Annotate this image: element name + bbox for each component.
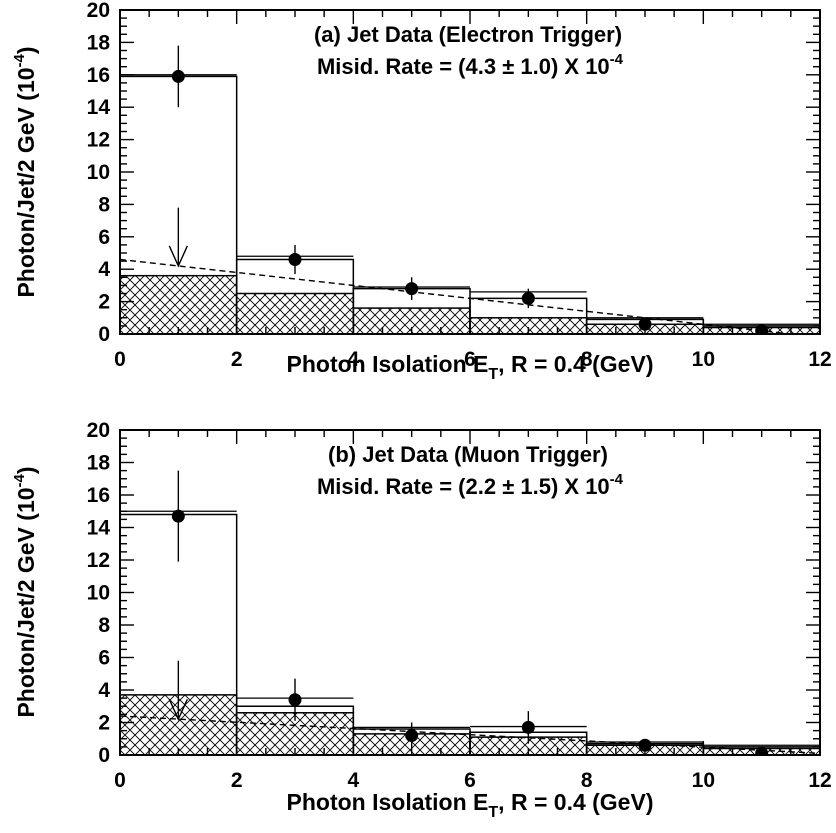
panel-a-y-tick-label: 16 xyxy=(87,64,110,87)
panel-a-y-axis-title: Photon/Jet/2 GeV (10-4) xyxy=(11,46,39,297)
panel-b-y-tick-label: 4 xyxy=(98,679,110,702)
panel-b-title: (b) Jet Data (Muon Trigger) xyxy=(328,442,608,467)
panel-b-y-tick-label: 20 xyxy=(87,419,110,442)
panel-b-y-tick-label: 18 xyxy=(87,452,111,475)
panel-b-x-tick-label: 10 xyxy=(692,769,715,792)
panel-a-data-point xyxy=(171,69,185,83)
panel-b-y-tick-label: 0 xyxy=(98,744,110,767)
panel-b-x-tick-label: 4 xyxy=(347,769,359,792)
panel-a-arrow-head xyxy=(168,245,188,268)
panel-b: 0 2 4 6 8 10 12 0 2 4 6 8 10 12 14 16 18 20 (b) Jet Data … xyxy=(11,419,832,821)
panel-a-data-point xyxy=(405,282,419,296)
panel-a-x-tick-label: 0 xyxy=(114,348,126,371)
panel-a-data-point xyxy=(638,317,652,331)
panel-a-y-tick-label: 10 xyxy=(87,161,110,184)
panel-a-x-tick-label: 6 xyxy=(464,348,476,371)
panel-b-data-point xyxy=(638,738,652,752)
panel-a-frame-layer: 0 2 4 6 8 10 12 0 2 4 6 8 10 12 14 16 18 20 xyxy=(87,0,832,371)
panel-b-subtitle-text: Misid. Rate = (2.2 ± 1.5) X 10 xyxy=(317,474,610,499)
panel-a-y-tick-label: 20 xyxy=(87,0,110,22)
panel-a-x-tick-label: 2 xyxy=(231,348,243,371)
panel-a-subtitle-text: Misid. Rate = (4.3 ± 1.0) X 10 xyxy=(317,54,610,79)
panel-a-x-tick-label: 8 xyxy=(581,348,593,371)
panel-b-y-tick-label: 6 xyxy=(98,647,110,670)
panel-b-y-tick-label: 10 xyxy=(87,582,110,605)
panel-b-subtitle: Misid. Rate = (2.2 ± 1.5) X 10-4 xyxy=(317,471,624,499)
panel-a-x-tick-label: 10 xyxy=(692,348,715,371)
panel-b-y-tick-label: 16 xyxy=(87,484,110,507)
panel-a-y-tick-label: 4 xyxy=(98,258,110,281)
panel-b-x-axis-title-subscript: T xyxy=(488,804,498,821)
panel-b-x-tick-label: 0 xyxy=(114,769,126,792)
panel-a-y-tick-label: 0 xyxy=(98,323,110,346)
panel-b-data-point xyxy=(288,693,302,707)
panel-a-y-tick-label: 2 xyxy=(98,291,110,314)
panel-b-x-tick-label: 6 xyxy=(464,769,476,792)
panel-a-x-tick-label: 4 xyxy=(347,348,359,371)
panel-a-y-tick-label: 14 xyxy=(87,96,111,119)
panel-a-data-point xyxy=(521,291,535,305)
panel-a-subtitle-exponent: -4 xyxy=(610,51,624,68)
panel-a-x-axis-title-suffix: , R = 0.4 (GeV) xyxy=(498,351,653,377)
panel-a-hatched-bar xyxy=(120,274,238,334)
panel-b-y-axis-title-exponent: -4 xyxy=(11,473,28,487)
panel-b-arrow-head xyxy=(168,698,188,721)
panel-a-dashed-fit-line xyxy=(120,258,798,334)
panel-a-title: (a) Jet Data (Electron Trigger) xyxy=(314,22,622,47)
panel-b-y-tick-label: 12 xyxy=(87,549,110,572)
panel-a-x-axis-title: Photon Isolation ET, R = 0.4 (GeV) xyxy=(287,351,654,383)
panel-a-y-tick-label: 18 xyxy=(87,31,111,54)
panel-a-x-tick-label: 12 xyxy=(808,348,831,371)
panel-b-x-axis-title-suffix: , R = 0.4 (GeV) xyxy=(498,789,653,815)
panel-b-x-tick-label: 12 xyxy=(808,769,831,792)
panel-b-plot-layer xyxy=(120,470,820,755)
panel-b-y-tick-label: 14 xyxy=(87,517,111,540)
panel-a-y-axis-title-suffix: ) xyxy=(13,46,39,54)
panel-b-x-axis-title: Photon Isolation ET, R = 0.4 (GeV) xyxy=(287,789,654,821)
panel-a: 0 2 4 6 8 10 12 0 2 4 6 8 10 12 14 16 18 20 (a) Jet Data … xyxy=(11,0,832,383)
panel-b-subtitle-exponent: -4 xyxy=(610,471,624,488)
panel-b-y-axis-title-suffix: ) xyxy=(13,466,39,474)
panel-b-y-axis-title-text: Photon/Jet/2 GeV (10 xyxy=(13,487,39,717)
panel-a-y-tick-label: 6 xyxy=(98,226,110,249)
panel-b-frame-layer: 0 2 4 6 8 10 12 0 2 4 6 8 10 12 14 16 18 20 xyxy=(87,419,832,792)
panel-b-x-tick-label: 8 xyxy=(581,769,593,792)
panel-a-plot-layer xyxy=(120,45,820,334)
panel-b-y-tick-label: 8 xyxy=(98,614,110,637)
panel-a-subtitle: Misid. Rate = (4.3 ± 1.0) X 10-4 xyxy=(317,51,624,79)
panel-b-x-axis-title-text: Photon Isolation E xyxy=(287,789,489,815)
panel-b-y-axis-title: Photon/Jet/2 GeV (10-4) xyxy=(11,466,39,717)
panel-a-y-axis-title-text: Photon/Jet/2 GeV (10 xyxy=(13,67,39,297)
panel-a-x-axis-title-text: Photon Isolation E xyxy=(287,351,489,377)
panel-b-data-point xyxy=(405,729,419,742)
panel-b-y-tick-label: 2 xyxy=(98,712,110,735)
panel-b-data-point xyxy=(521,720,535,734)
panel-a-x-axis-title-subscript: T xyxy=(488,366,498,383)
panel-b-x-tick-label: 2 xyxy=(231,769,243,792)
panel-a-data-point xyxy=(288,252,302,266)
panel-a-y-axis-title-exponent: -4 xyxy=(11,53,28,67)
panel-a-y-tick-label: 12 xyxy=(87,129,110,152)
panel-b-data-point xyxy=(171,509,185,523)
panel-a-y-tick-label: 8 xyxy=(98,193,110,216)
